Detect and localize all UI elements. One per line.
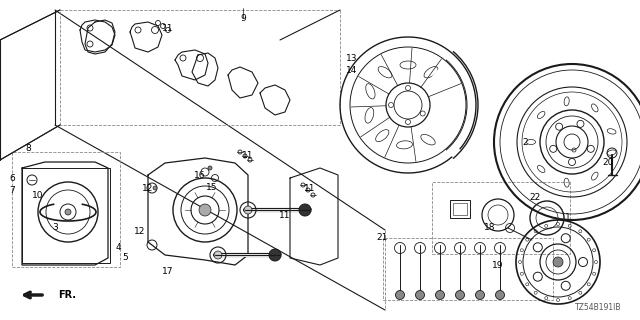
Text: 1: 1 xyxy=(565,213,571,222)
Ellipse shape xyxy=(365,108,374,123)
Text: 3: 3 xyxy=(52,223,58,233)
Circle shape xyxy=(495,291,504,300)
Text: 10: 10 xyxy=(32,190,44,199)
Bar xyxy=(432,182,570,254)
Text: 4: 4 xyxy=(115,244,121,252)
Bar xyxy=(22,168,110,263)
Ellipse shape xyxy=(420,134,435,145)
Ellipse shape xyxy=(400,61,416,69)
Text: FR.: FR. xyxy=(58,290,76,300)
Ellipse shape xyxy=(378,67,392,78)
Ellipse shape xyxy=(424,67,438,78)
Circle shape xyxy=(214,251,222,259)
Text: 5: 5 xyxy=(122,253,128,262)
Circle shape xyxy=(396,291,404,300)
Circle shape xyxy=(244,206,252,214)
Circle shape xyxy=(153,186,157,190)
Text: 20: 20 xyxy=(602,157,614,166)
Circle shape xyxy=(65,209,71,215)
Text: 11: 11 xyxy=(163,23,173,33)
Text: 2: 2 xyxy=(522,138,528,147)
Text: 22: 22 xyxy=(529,194,541,203)
Bar xyxy=(383,238,553,300)
Circle shape xyxy=(269,249,281,261)
Text: TZ54B191IB: TZ54B191IB xyxy=(575,303,621,313)
Circle shape xyxy=(299,204,311,216)
Wedge shape xyxy=(408,52,478,159)
Circle shape xyxy=(456,291,465,300)
Circle shape xyxy=(476,291,484,300)
Ellipse shape xyxy=(366,84,375,99)
Text: 13: 13 xyxy=(346,53,358,62)
Text: 14: 14 xyxy=(346,66,358,75)
Text: 11: 11 xyxy=(304,183,316,193)
Ellipse shape xyxy=(376,130,389,142)
Text: 8: 8 xyxy=(25,143,31,153)
Text: 6: 6 xyxy=(9,173,15,182)
Text: 9: 9 xyxy=(240,13,246,22)
Text: 18: 18 xyxy=(484,223,496,233)
Text: 15: 15 xyxy=(206,182,218,191)
Ellipse shape xyxy=(397,141,413,149)
Text: 7: 7 xyxy=(9,186,15,195)
Text: 11: 11 xyxy=(243,150,253,159)
Bar xyxy=(450,200,470,218)
Bar xyxy=(453,203,467,215)
Circle shape xyxy=(199,204,211,216)
Circle shape xyxy=(208,166,212,170)
Text: 21: 21 xyxy=(376,234,388,243)
Text: 12: 12 xyxy=(134,228,146,236)
Bar xyxy=(12,152,120,267)
Text: 19: 19 xyxy=(492,260,504,269)
Text: 16: 16 xyxy=(195,171,205,180)
Ellipse shape xyxy=(441,84,450,99)
Text: 11: 11 xyxy=(279,211,291,220)
Text: 17: 17 xyxy=(163,268,173,276)
Text: 12: 12 xyxy=(142,183,154,193)
Circle shape xyxy=(553,257,563,267)
Circle shape xyxy=(435,291,445,300)
Circle shape xyxy=(415,291,424,300)
